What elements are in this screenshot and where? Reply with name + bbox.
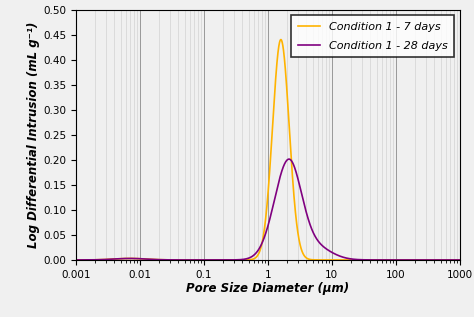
Condition 1 - 7 days — [75, 258, 81, 262]
Condition 1 - 28 days — [148, 257, 154, 261]
Line: Condition 1 - 28 days: Condition 1 - 28 days — [76, 159, 460, 260]
Condition 1 - 28 days — [96, 258, 101, 262]
Condition 1 - 7 days — [148, 257, 154, 261]
Y-axis label: Log Differential Intrusion (mL g⁻¹): Log Differential Intrusion (mL g⁻¹) — [27, 22, 40, 248]
Condition 1 - 28 days — [89, 258, 95, 262]
Condition 1 - 28 days — [261, 237, 266, 241]
Condition 1 - 28 days — [457, 258, 463, 262]
Condition 1 - 7 days — [437, 258, 442, 262]
Condition 1 - 28 days — [437, 258, 442, 262]
Condition 1 - 7 days — [89, 258, 95, 262]
Condition 1 - 28 days — [73, 258, 79, 262]
Legend: Condition 1 - 7 days, Condition 1 - 28 days: Condition 1 - 7 days, Condition 1 - 28 d… — [291, 15, 454, 57]
Condition 1 - 28 days — [286, 157, 292, 161]
Condition 1 - 7 days — [457, 258, 463, 262]
Line: Condition 1 - 7 days: Condition 1 - 7 days — [76, 40, 460, 260]
Condition 1 - 7 days — [73, 258, 79, 262]
Condition 1 - 28 days — [75, 258, 81, 262]
Condition 1 - 7 days — [261, 233, 266, 237]
Condition 1 - 7 days — [96, 258, 101, 262]
Condition 1 - 7 days — [278, 38, 284, 42]
X-axis label: Pore Size Diameter (μm): Pore Size Diameter (μm) — [186, 282, 349, 295]
